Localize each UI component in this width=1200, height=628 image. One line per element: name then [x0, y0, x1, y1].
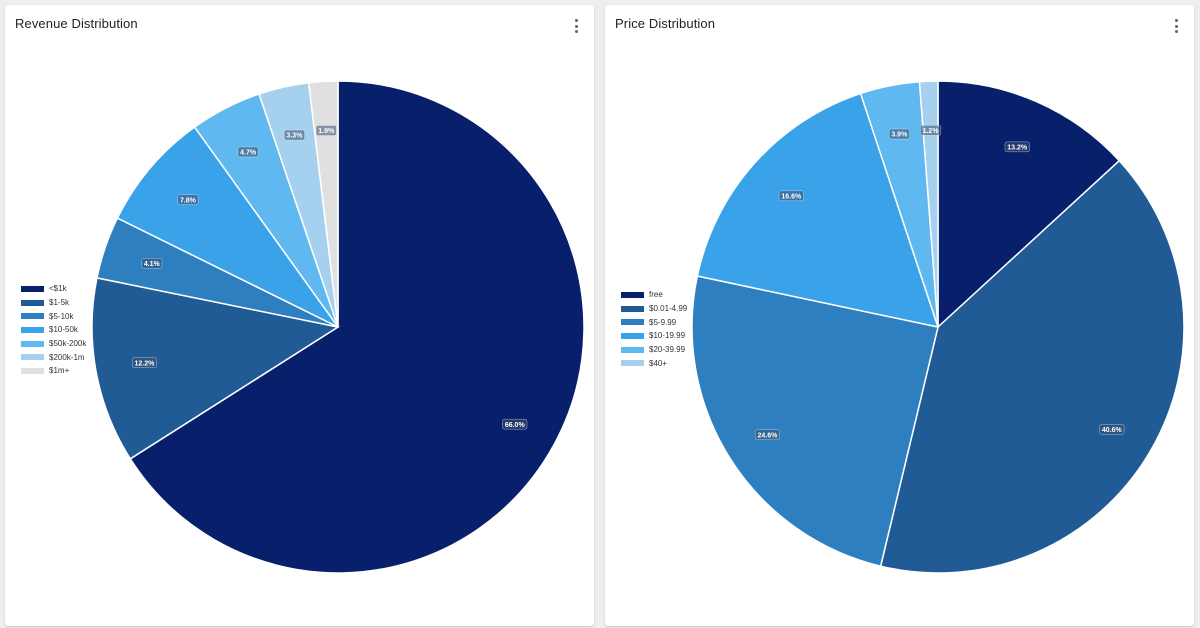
price-slice-10-19-99[interactable] — [696, 92, 940, 329]
svg-text:3.9%: 3.9% — [891, 132, 908, 139]
svg-text:1.9%: 1.9% — [318, 128, 335, 135]
price-legend-label: $20-39.99 — [649, 345, 686, 355]
revenue-slice-1k[interactable] — [129, 80, 585, 574]
price-legend-label: free — [649, 290, 663, 300]
price-slice-free[interactable] — [937, 80, 1121, 329]
price-slice-40[interactable] — [918, 80, 939, 328]
price-slice-label-20-39-99: 3.9% — [888, 128, 910, 140]
revenue-more-options-icon[interactable] — [570, 18, 582, 34]
revenue-legend-label: $1-5k — [49, 298, 70, 308]
price-legend-swatch — [621, 319, 644, 326]
price-slice-label-10-19-99: 16.6% — [778, 190, 804, 202]
revenue-slice-1m[interactable] — [307, 80, 339, 328]
svg-text:4.7%: 4.7% — [240, 150, 257, 157]
revenue-legend-item-200k-1m[interactable]: $200k-1m — [21, 350, 86, 364]
svg-text:12.2%: 12.2% — [135, 360, 156, 367]
revenue-pie-chart: 66.0% 12.2% 4.1% 7.8% 4.7% 3.3% 1.9% — [91, 80, 585, 574]
revenue-slice-label-5-10k: 4.1% — [141, 258, 163, 269]
price-legend-swatch — [621, 305, 644, 312]
price-slice-0-01-4-99[interactable] — [879, 159, 1185, 574]
revenue-legend: <$1k $1-5k $5-10k $10-50k $50k-200k $200k-1m $… — [21, 282, 86, 378]
price-legend-item-free[interactable]: free — [621, 288, 687, 302]
revenue-legend-swatch — [21, 367, 44, 374]
revenue-legend-label: $1m+ — [49, 366, 70, 376]
revenue-legend-label: $10-50k — [49, 325, 78, 335]
revenue-legend-item-50k-200k[interactable]: $50k-200k — [21, 337, 86, 351]
price-legend-label: $10-19.99 — [649, 331, 686, 341]
price-legend-label: $40+ — [649, 358, 668, 368]
revenue-legend-swatch — [21, 354, 44, 361]
price-slice-label-free: 13.2% — [1004, 141, 1030, 153]
price-legend-swatch — [621, 332, 644, 339]
svg-text:13.2%: 13.2% — [1007, 144, 1028, 151]
revenue-legend-swatch — [21, 313, 44, 320]
svg-text:66.0%: 66.0% — [505, 422, 526, 429]
price-card-title: Price Distribution — [615, 16, 716, 31]
svg-text:7.8%: 7.8% — [180, 197, 197, 204]
revenue-card-title: Revenue Distribution — [15, 16, 138, 31]
revenue-slice-label-10-50k: 7.8% — [177, 194, 199, 205]
revenue-distribution-card: Revenue Distribution 66.0% 12.2% 4.1% 7.8% 4… — [5, 5, 594, 626]
price-legend-label: $0.01-4.99 — [649, 304, 688, 314]
svg-text:16.6%: 16.6% — [781, 193, 802, 200]
svg-text:24.6%: 24.6% — [758, 432, 779, 439]
price-legend: free $0.01-4.99 $5-9.99 $10-19.99 $20-39.99 $… — [621, 288, 687, 370]
price-legend-item-5-9-99[interactable]: $5-9.99 — [621, 315, 687, 329]
price-distribution-card: Price Distribution 13.2% 40.6% 24.6% 16.6% 3… — [605, 5, 1194, 626]
revenue-slice-label-1k: 66.0% — [502, 418, 528, 430]
price-legend-swatch — [621, 291, 644, 298]
revenue-legend-swatch — [21, 326, 44, 333]
svg-text:3.3%: 3.3% — [286, 133, 303, 140]
svg-text:1.2%: 1.2% — [923, 128, 940, 135]
price-legend-label: $5-9.99 — [649, 317, 677, 327]
revenue-legend-label: $5-10k — [49, 311, 74, 321]
revenue-slice-label-1-5k: 12.2% — [131, 357, 157, 368]
price-legend-swatch — [621, 360, 644, 367]
revenue-legend-label: $50k-200k — [49, 339, 87, 349]
revenue-legend-label: <$1k — [49, 284, 67, 294]
price-slice-label-0-01-4-99: 40.6% — [1099, 424, 1125, 435]
price-legend-swatch — [621, 346, 644, 353]
price-more-options-icon[interactable] — [1170, 18, 1182, 34]
revenue-legend-swatch — [21, 285, 44, 292]
price-pie-chart: 13.2% 40.6% 24.6% 16.6% 3.9% 1.2% — [691, 80, 1185, 574]
revenue-legend-item-1k[interactable]: <$1k — [21, 282, 86, 296]
price-slice-5-9-99[interactable] — [691, 275, 939, 568]
revenue-slice-label-200k-1m: 3.3% — [284, 129, 305, 141]
revenue-legend-swatch — [21, 340, 44, 347]
revenue-slice-1-5k[interactable] — [91, 276, 340, 460]
revenue-slice-10-50k[interactable] — [116, 126, 339, 328]
revenue-legend-swatch — [21, 299, 44, 306]
revenue-slice-label-50k-200k: 4.7% — [237, 146, 259, 158]
svg-text:40.6%: 40.6% — [1102, 427, 1123, 434]
price-slice-label-5-9-99: 24.6% — [754, 429, 780, 440]
price-legend-item-10-19-99[interactable]: $10-19.99 — [621, 329, 687, 343]
revenue-legend-item-1-5k[interactable]: $1-5k — [21, 296, 86, 310]
revenue-legend-item-5-10k[interactable]: $5-10k — [21, 309, 86, 323]
price-legend-item-40[interactable]: $40+ — [621, 356, 687, 370]
price-legend-item-20-39-99[interactable]: $20-39.99 — [621, 343, 687, 357]
revenue-legend-item-10-50k[interactable]: $10-50k — [21, 323, 86, 337]
price-legend-item-0-01-4-99[interactable]: $0.01-4.99 — [621, 302, 687, 316]
revenue-slice-label-1m: 1.9% — [315, 125, 337, 136]
price-slice-label-40: 1.2% — [920, 125, 942, 136]
revenue-legend-item-1m[interactable]: $1m+ — [21, 364, 86, 378]
revenue-legend-label: $200k-1m — [49, 352, 85, 362]
svg-text:4.1%: 4.1% — [144, 261, 161, 268]
